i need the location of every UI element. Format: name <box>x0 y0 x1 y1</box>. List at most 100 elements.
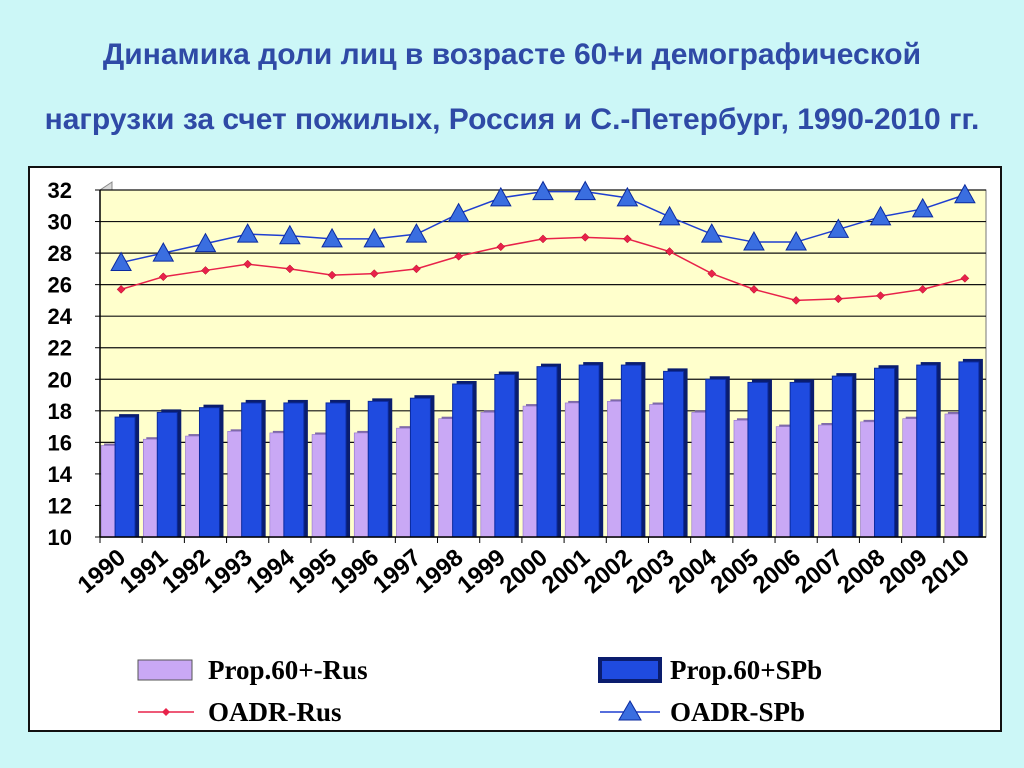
bar-rus <box>100 445 116 538</box>
marker-oadr-spb <box>743 231 765 251</box>
bar-spb <box>198 407 220 538</box>
marker-oadr-rus <box>412 264 421 274</box>
bar-rus <box>733 419 749 538</box>
marker-oadr-rus <box>707 269 717 278</box>
bar-rus <box>522 405 538 538</box>
marker-oadr-rus <box>496 242 506 252</box>
bar-rus <box>353 432 369 538</box>
bar-spb <box>747 381 769 538</box>
marker-oadr-rus <box>960 273 970 283</box>
legend-swatch-prop60-spb <box>598 657 662 683</box>
marker-oadr-rus <box>791 296 801 305</box>
x-tick-label: 2010 <box>917 544 975 599</box>
bar-spb <box>789 381 811 538</box>
legend-label: Prop.60+-Rus <box>208 655 368 685</box>
marker-oadr-spb <box>279 224 301 245</box>
marker-oadr-rus <box>580 232 590 242</box>
bar-rus <box>142 438 158 538</box>
legend-marker-oadr-spb <box>618 700 642 721</box>
marker-oadr-spb <box>827 218 850 238</box>
marker-oadr-rus <box>243 259 253 269</box>
bar-rus <box>649 404 664 538</box>
marker-oadr-rus <box>918 285 928 294</box>
bar-rus <box>438 418 453 538</box>
marker-oadr-spb <box>532 180 554 201</box>
bar-spb <box>283 402 305 538</box>
y-tick-label: 22 <box>48 336 72 361</box>
marker-oadr-spb <box>236 223 259 243</box>
y-tick-label: 10 <box>48 525 72 550</box>
y-tick-label: 14 <box>48 462 73 487</box>
y-tick-label: 16 <box>48 430 72 455</box>
y-tick-label: 32 <box>48 178 72 203</box>
chart-title-line-2: нагрузки за счет пожилых, Россия и С.-Пе… <box>44 103 980 136</box>
bar-spb <box>916 364 938 538</box>
y-tick-label: 20 <box>48 367 72 392</box>
bar-rus <box>944 413 960 538</box>
bar-rus <box>311 434 327 538</box>
marker-oadr-spb <box>616 186 639 207</box>
plot-area <box>99 180 987 538</box>
bar-spb <box>156 411 178 538</box>
y-tick-label: 30 <box>48 210 72 235</box>
bar-rus <box>607 401 622 538</box>
legend: Prop.60+-Rus Prop.60+SPb OADR-Rus OADR-SPb <box>137 655 822 727</box>
bar-spb <box>452 383 474 538</box>
marker-oadr-rus <box>201 266 210 275</box>
marker-oadr-rus <box>327 270 337 280</box>
bar-rus <box>860 421 875 538</box>
marker-oadr-spb <box>785 231 807 251</box>
marker-oadr-spb <box>574 180 597 201</box>
legend-label: OADR-Rus <box>208 697 342 727</box>
bar-spb <box>958 361 980 538</box>
marker-oadr-spb <box>489 186 512 207</box>
legend-swatch-prop60-rus <box>137 659 193 681</box>
legend-label: OADR-SPb <box>670 697 805 727</box>
marker-oadr-spb <box>363 227 386 248</box>
marker-oadr-spb <box>869 205 892 226</box>
bar-rus <box>185 435 200 538</box>
marker-oadr-spb <box>700 223 723 243</box>
bar-rus <box>691 412 707 538</box>
bar-rus <box>480 412 496 538</box>
bar-spb <box>831 375 853 538</box>
marker-oadr-spb <box>911 197 934 218</box>
y-tick-label: 18 <box>48 399 72 424</box>
bar-spb <box>241 402 263 538</box>
marker-oadr-rus <box>623 234 632 244</box>
marker-oadr-rus <box>369 269 379 278</box>
bar-spb <box>874 367 896 538</box>
bar-rus <box>269 432 285 538</box>
bar-spb <box>494 374 516 538</box>
marker-oadr-rus <box>876 291 885 301</box>
bar-spb <box>325 402 347 538</box>
marker-oadr-rus <box>116 285 126 294</box>
chart-title-line-1: Динамика доли лиц в возрасте 60+и демогр… <box>102 38 922 71</box>
marker-oadr-rus <box>158 272 168 282</box>
marker-oadr-spb <box>447 202 470 223</box>
bar-spb <box>620 364 642 538</box>
legend-marker-oadr-rus <box>162 708 170 716</box>
bar-spb <box>663 370 685 538</box>
y-tick-label: 12 <box>48 493 72 518</box>
bar-rus <box>564 402 580 538</box>
marker-oadr-spb <box>405 223 428 243</box>
bar-spb <box>536 366 558 538</box>
bar-spb <box>705 378 727 538</box>
legend-label: Prop.60+SPb <box>670 655 822 685</box>
bar-rus <box>902 418 918 538</box>
marker-oadr-spb <box>954 183 976 204</box>
marker-oadr-rus <box>538 234 548 244</box>
marker-oadr-spb <box>152 242 175 262</box>
y-tick-label: 24 <box>48 304 73 329</box>
bar-spb <box>367 400 389 538</box>
marker-oadr-rus <box>749 285 759 294</box>
marker-oadr-spb <box>194 232 217 253</box>
bar-spb <box>578 364 600 538</box>
marker-oadr-spb <box>321 227 343 248</box>
bar-rus <box>818 424 833 538</box>
marker-oadr-rus <box>833 294 843 304</box>
bar-rus <box>227 431 242 538</box>
marker-oadr-rus <box>665 247 674 256</box>
